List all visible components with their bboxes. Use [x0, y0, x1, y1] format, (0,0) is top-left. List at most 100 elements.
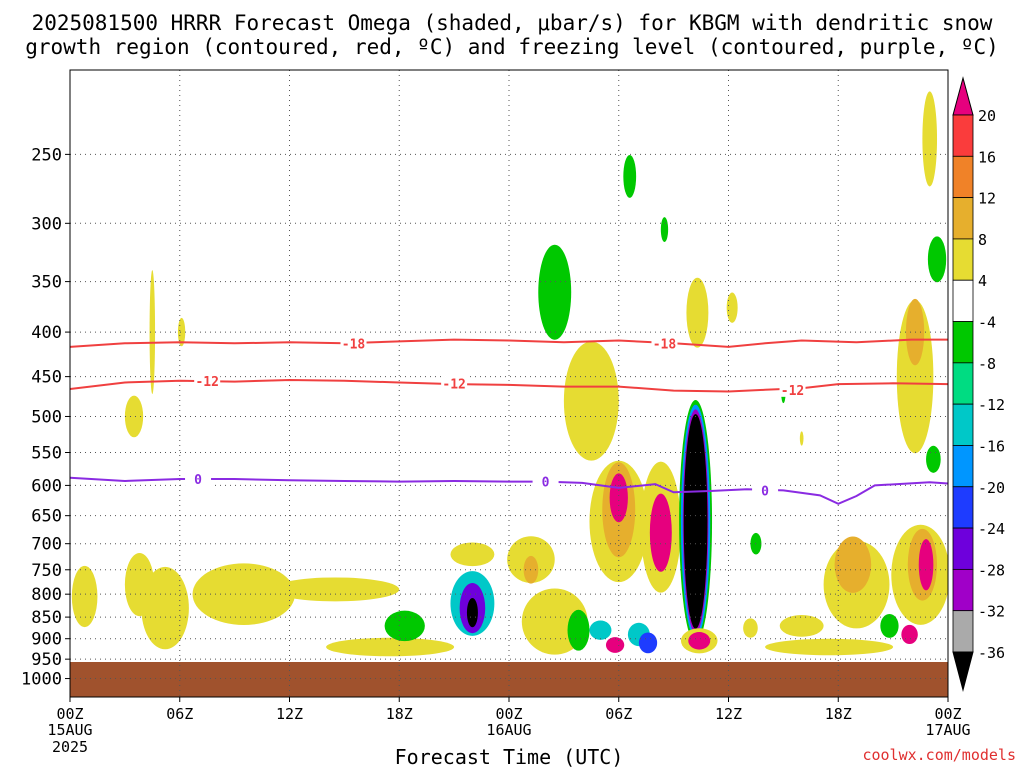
- colorbar-box-2: [952, 197, 974, 240]
- omega-shading: [71, 91, 948, 657]
- contour-label-1: -18: [653, 337, 677, 352]
- colorbar-label-7: -12: [978, 396, 1005, 414]
- omega-region-4: [177, 317, 186, 347]
- chart-title-line-1: 2025081500 HRRR Forecast Omega (shaded, …: [32, 11, 993, 35]
- x-tick-label-12: 12Z: [276, 705, 303, 723]
- omega-region-48: [901, 624, 918, 645]
- omega-region-47: [880, 613, 899, 638]
- colorbar-label-6: -8: [978, 355, 996, 373]
- contour-line-m18-0: [70, 338, 948, 348]
- colorbar-label-10: -24: [978, 520, 1005, 538]
- colorbar-box-11: [952, 568, 974, 612]
- y-tick-label-650: 650: [31, 507, 62, 527]
- y-tick-label-750: 750: [31, 561, 62, 581]
- contour-label-2: -12: [195, 375, 218, 390]
- omega-region-34: [683, 414, 708, 629]
- colorbar-label-3: 8: [978, 231, 987, 249]
- x-tick-label-30: 06Z: [605, 705, 632, 723]
- y-tick-label-400: 400: [31, 323, 62, 343]
- colorbar-label-11: -28: [978, 561, 1005, 579]
- omega-region-18: [538, 244, 572, 340]
- contour-label-bg-0: [340, 335, 367, 351]
- y-tick-label-350: 350: [31, 273, 62, 293]
- omega-region-8: [326, 637, 455, 657]
- y-tick-label-800: 800: [31, 585, 62, 605]
- colorbar-label-12: -32: [978, 603, 1005, 621]
- omega-region-54: [927, 236, 947, 283]
- watermark: coolwx.com/models: [862, 746, 1016, 764]
- omega-region-40: [686, 277, 709, 348]
- colorbar-top-arrow: [952, 76, 974, 116]
- x-tick-label-48: 00Z: [934, 705, 961, 723]
- colorbar-box-9: [952, 486, 974, 529]
- x-tick-label-36: 12Z: [715, 705, 742, 723]
- contours: -18 -18 -12 -12 -12 0 0 0: [70, 335, 948, 505]
- omega-region-9: [384, 610, 425, 642]
- colorbar-box-4: [952, 279, 974, 322]
- colorbar-box-8: [952, 445, 974, 488]
- omega-region-3: [124, 395, 144, 438]
- x-tick-label-42: 18Z: [825, 705, 852, 723]
- contour-label-bg-4: [779, 381, 806, 397]
- plot-area: -18 -18 -12 -12 -12 0 0 0: [70, 70, 948, 697]
- contour-label-bg-6: [532, 473, 559, 489]
- omega-region-39: [799, 431, 804, 446]
- colorbar-bottom-arrow: [952, 651, 974, 692]
- contour-label-0: -18: [342, 337, 366, 352]
- colorbar-label-1: 16: [978, 148, 996, 166]
- omega-region-30: [638, 632, 658, 654]
- omega-region-44: [765, 638, 894, 656]
- y-tick-label-500: 500: [31, 407, 62, 427]
- pressure-axis: 2503003504004505005506006507007508008509…: [21, 145, 70, 690]
- omega-region-10: [450, 542, 495, 567]
- y-tick-label-250: 250: [31, 145, 62, 165]
- y-tick-label-850: 850: [31, 608, 62, 628]
- omega-region-42: [743, 618, 758, 638]
- contour-line-m12-1: [70, 378, 948, 393]
- x-tick-date-0: 15AUG: [47, 721, 92, 739]
- contour-label-3: -12: [442, 377, 465, 392]
- colorbar-label-13: -36: [978, 644, 1005, 662]
- omega-region-36: [688, 632, 711, 650]
- y-tick-label-700: 700: [31, 535, 62, 555]
- colorbar-box-5: [952, 321, 974, 364]
- y-tick-label-300: 300: [31, 214, 62, 234]
- omega-region-17: [563, 341, 619, 461]
- contour-label-5: 0: [194, 473, 202, 488]
- omega-region-2: [149, 270, 156, 395]
- y-tick-label-1000: 1000: [21, 670, 62, 690]
- omega-region-37: [726, 292, 738, 323]
- omega-region-56: [922, 91, 938, 187]
- contour-label-4: -12: [781, 384, 804, 399]
- contour-label-7: 0: [761, 484, 769, 499]
- omega-region-46: [834, 536, 872, 593]
- x-tick-date-24: 16AUG: [486, 721, 531, 739]
- colorbar-box-0: [952, 114, 974, 157]
- y-tick-label-950: 950: [31, 650, 62, 670]
- colorbar-label-2: 12: [978, 190, 996, 208]
- contour-label-bg-5: [185, 471, 212, 487]
- contour-label-bg-7: [752, 482, 779, 498]
- x-tick-year-0: 2025: [52, 738, 88, 756]
- contour-label-bg-1: [651, 335, 678, 351]
- contour-line-0-2: [70, 476, 948, 505]
- colorbar: 20 16 12 8 4 -4 -8 -12 -16 -20 -24 -28 -32 -36: [952, 76, 1005, 692]
- omega-region-20: [589, 620, 612, 640]
- colorbar-box-6: [952, 362, 974, 405]
- omega-region-23: [609, 473, 628, 523]
- omega-region-13: [466, 597, 478, 628]
- x-tick-label-0: 00Z: [56, 705, 83, 723]
- omega-region-51: [918, 539, 934, 591]
- x-tick-date-48: 17AUG: [925, 721, 970, 739]
- colorbar-box-3: [952, 238, 974, 281]
- y-tick-label-550: 550: [31, 444, 62, 464]
- omega-region-5: [141, 566, 189, 650]
- y-tick-label-450: 450: [31, 368, 62, 388]
- x-axis-label: Forecast Time (UTC): [395, 745, 624, 768]
- omega-region-24: [605, 637, 625, 653]
- contour-label-bg-2: [194, 372, 221, 388]
- colorbar-box-12: [952, 610, 974, 653]
- omega-region-28: [660, 217, 669, 242]
